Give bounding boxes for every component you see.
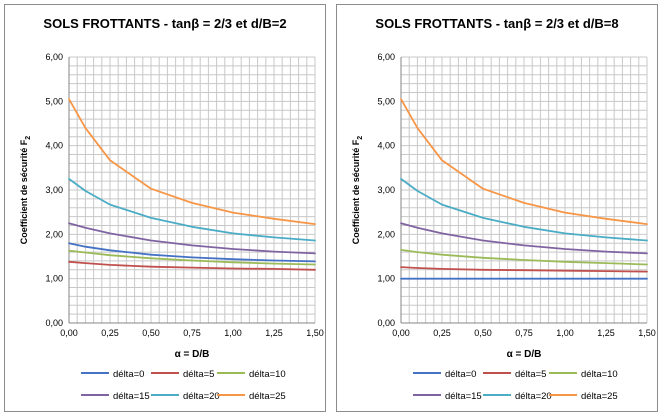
y-tick-label: 4,00: [377, 141, 395, 151]
chart-panel-right: SOLS FROTTANTS - tanβ = 2/3 et d/B=8 0,0…: [336, 4, 658, 412]
legend-label: délta=15: [113, 391, 150, 402]
legend-swatch: [413, 372, 441, 375]
series-line-d-lta-15: [400, 222, 648, 255]
legend-item: délta=15: [81, 391, 150, 403]
legend-item: délta=10: [549, 369, 618, 381]
chart-panel-left: SOLS FROTTANTS - tanβ = 2/3 et d/B=2 0,0…: [4, 4, 326, 412]
x-tick-label: 1,00: [224, 328, 242, 338]
x-tick-label: 0,25: [101, 328, 119, 338]
legend-label: délta=0: [445, 369, 477, 380]
y-tick-label: 2,00: [377, 229, 395, 239]
y-tick-label: 3,00: [377, 185, 395, 195]
x-tick-label: 0,75: [515, 328, 533, 338]
legend-item: délta=25: [549, 391, 618, 403]
x-tick-label: 1,25: [265, 328, 283, 338]
chart-title: SOLS FROTTANTS - tanβ = 2/3 et d/B=2: [43, 16, 287, 31]
y-axis-label: Coefficient de sécurité F2: [19, 136, 32, 245]
legend-swatch: [549, 372, 577, 375]
chart-title: SOLS FROTTANTS - tanβ = 2/3 et d/B=8: [375, 16, 619, 31]
legend-item: délta=0: [81, 369, 144, 381]
y-tick-label: 2,00: [45, 229, 63, 239]
legend-label: délta=5: [183, 369, 215, 380]
legend-swatch: [483, 394, 511, 397]
legend-item: délta=0: [413, 369, 476, 381]
y-tick-label: 0,00: [377, 318, 395, 328]
chart-plot: 0,00 1,00 2,00 3,00 4,00 5,00 6,00 0,00 0,25 0,50…: [351, 52, 656, 360]
series-line-d-lta-25: [400, 98, 648, 226]
series-line-d-lta-25: [68, 98, 316, 226]
chart-plot: 0,00 1,00 2,00 3,00 4,00 5,00 6,00 0,00 0,25 0,50…: [19, 52, 324, 360]
legend-item: délta=10: [217, 369, 286, 381]
legend-swatch: [217, 372, 245, 375]
x-axis-label: α = D/B: [507, 349, 542, 360]
legend-item: délta=5: [151, 369, 214, 381]
legend-label: délta=25: [581, 391, 618, 402]
series-line-d-lta-20: [400, 177, 648, 242]
series-line-d-lta-20: [68, 177, 316, 242]
x-axis-label: α = D/B: [175, 349, 210, 360]
legend-label: délta=10: [249, 369, 286, 380]
x-tick-label: 0,00: [60, 328, 78, 338]
x-tick-label: 1,50: [306, 328, 324, 338]
legend-label: délta=20: [183, 391, 220, 402]
y-tick-label: 6,00: [45, 52, 63, 62]
legend-label: délta=20: [515, 391, 552, 402]
y-tick-label: 0,00: [45, 318, 63, 328]
legend-swatch: [413, 394, 441, 397]
legend-swatch: [81, 372, 109, 375]
legend-item: délta=25: [217, 391, 286, 403]
series-line-d-lta-5: [400, 266, 648, 273]
series-line-d-lta-5: [68, 260, 316, 271]
legend-swatch: [151, 372, 179, 375]
series-line-d-lta-0: [68, 242, 316, 263]
legend-label: délta=25: [249, 391, 286, 402]
y-axis-label: Coefficient de sécurité F2: [351, 136, 364, 245]
legend-swatch: [81, 394, 109, 397]
y-tick-label: 3,00: [45, 185, 63, 195]
x-tick-label: 1,00: [556, 328, 574, 338]
x-tick-label: 0,25: [433, 328, 451, 338]
y-tick-label: 6,00: [377, 52, 395, 62]
legend-swatch: [483, 372, 511, 375]
legend-item: délta=20: [483, 391, 552, 403]
y-tick-label: 5,00: [45, 96, 63, 106]
legend-label: délta=5: [515, 369, 547, 380]
legend-label: délta=15: [445, 391, 482, 402]
series-line-d-lta-15: [68, 222, 316, 255]
y-tick-label: 1,00: [377, 274, 395, 284]
x-tick-label: 0,50: [142, 328, 160, 338]
y-tick-label: 4,00: [45, 141, 63, 151]
y-tick-label: 1,00: [45, 274, 63, 284]
y-tick-label: 5,00: [377, 96, 395, 106]
legend-label: délta=0: [113, 369, 145, 380]
legend-swatch: [151, 394, 179, 397]
legend-item: délta=20: [151, 391, 220, 403]
series-line-d-lta-10: [68, 249, 316, 266]
x-tick-label: 1,25: [597, 328, 615, 338]
x-tick-label: 1,50: [638, 328, 656, 338]
legend-item: délta=5: [483, 369, 546, 381]
legend-label: délta=10: [581, 369, 618, 380]
legend-item: délta=15: [413, 391, 482, 403]
x-tick-label: 0,50: [474, 328, 492, 338]
legend-swatch: [217, 394, 245, 397]
x-tick-label: 0,00: [392, 328, 410, 338]
legend-swatch: [549, 394, 577, 397]
x-tick-label: 0,75: [183, 328, 201, 338]
series-line-d-lta-10: [400, 248, 648, 266]
